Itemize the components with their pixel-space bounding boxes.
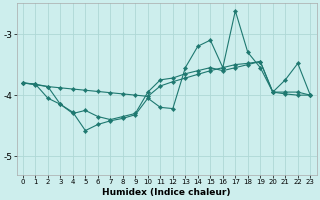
X-axis label: Humidex (Indice chaleur): Humidex (Indice chaleur) xyxy=(102,188,231,197)
